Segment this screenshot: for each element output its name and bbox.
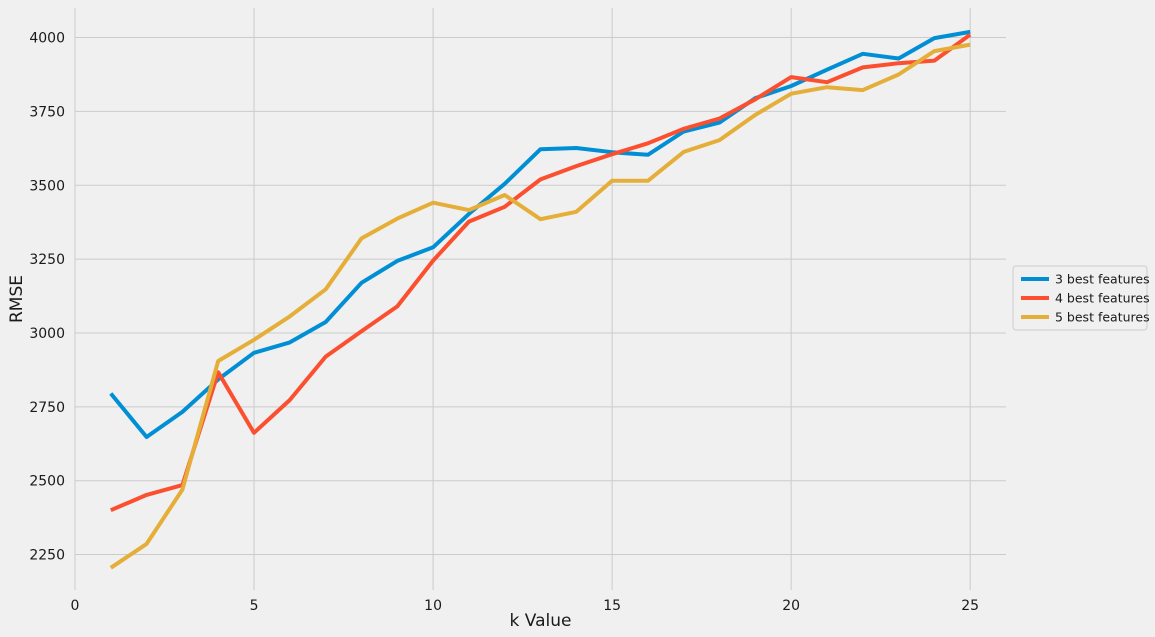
y-tick-label: 2250 [29,548,65,564]
x-tick-label: 0 [71,598,80,614]
legend: 3 best features 4 best features 5 best fea… [1012,265,1150,331]
y-axis-label: RMSE [7,275,27,323]
legend-box [1012,265,1148,331]
y-tick-label: 2500 [29,474,65,490]
series-lines [109,29,972,570]
x-tick-label: 5 [250,598,259,614]
x-tick-label: 15 [603,598,621,614]
series-line-1 [109,29,971,439]
y-tick-label: 4000 [29,31,65,47]
x-tick-label: 10 [424,598,442,614]
y-tick-label: 3250 [29,252,65,268]
x-tick-label: 20 [782,598,800,614]
series-line-3 [109,42,971,570]
grid-lines [74,8,1006,590]
series-line-2 [110,32,972,513]
y-tick-label: 3500 [29,178,65,194]
x-axis-label: k Value [510,611,572,631]
tick-labels: 0 5 10 15 20 25 2250 2500 2750 3000 3250 3500 3750 40… [29,31,979,614]
y-tick-label: 2750 [29,400,65,416]
y-tick-label: 3000 [29,326,65,342]
legend-label: 4 best features [1055,291,1150,306]
legend-label: 5 best features [1055,310,1150,325]
legend-label: 3 best features [1055,272,1150,287]
y-tick-label: 3750 [29,104,65,120]
x-tick-label: 25 [961,598,979,614]
